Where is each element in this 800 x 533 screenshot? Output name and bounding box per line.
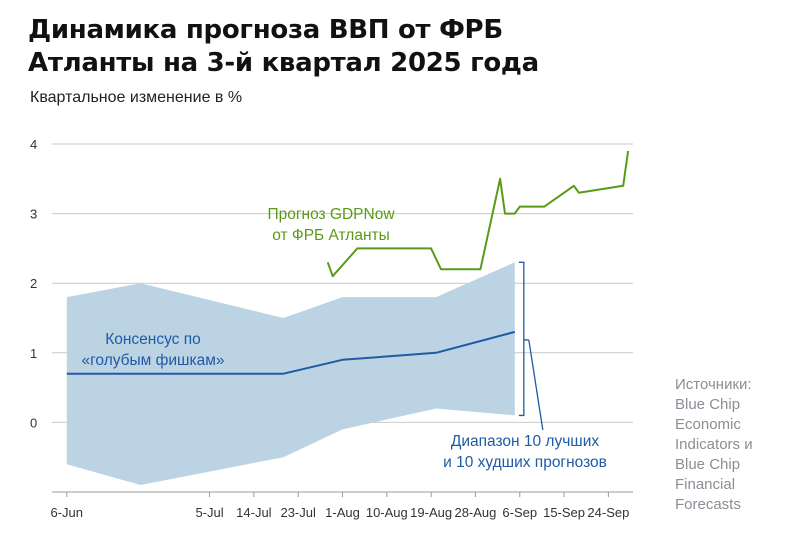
- consensus-line: [66, 330, 516, 375]
- chart-title: Динамика прогноза ВВП от ФРБ Атланты на …: [28, 14, 648, 80]
- gdpnow-label-line: Прогноз GDPNow: [267, 206, 395, 223]
- x-tick-label: 5-Jul: [195, 505, 223, 520]
- title-line-2: Атланты на 3-й квартал 2025 года: [28, 48, 539, 78]
- x-tick-label: 15-Sep: [543, 505, 585, 520]
- x-tick-label: 1-Aug: [325, 505, 360, 520]
- gdpnow-line: [326, 150, 630, 278]
- title-line-1: Динамика прогноза ВВП от ФРБ: [28, 15, 503, 45]
- x-tick-label: 28-Aug: [454, 505, 496, 520]
- x-tick-label: 23-Jul: [280, 505, 316, 520]
- range-label: Диапазон 10 лучших и 10 худших прогнозов: [443, 433, 607, 471]
- x-tick-label: 24-Sep: [587, 505, 629, 520]
- forecast-range-band: [66, 262, 515, 485]
- x-tick-label: 14-Jul: [236, 505, 272, 520]
- sources-line: Financial: [675, 476, 736, 493]
- sources-line: Forecasts: [675, 496, 741, 513]
- sources-line: Blue Chip: [675, 456, 741, 473]
- range-bracket: [518, 261, 529, 417]
- y-tick-label: 2: [30, 276, 37, 291]
- sources-note: Источники: Blue Chip Economic Indicators и B…: [675, 375, 795, 515]
- x-tick-label: 6-Sep: [502, 505, 537, 520]
- y-tick-label: 0: [30, 415, 37, 430]
- consensus-label-line: «голубым фишкам»: [81, 352, 224, 369]
- range-callout-line: [528, 339, 544, 431]
- gdpnow-label-line: от ФРБ Атланты: [272, 227, 390, 244]
- consensus-label-line: Консенсус по: [105, 331, 201, 348]
- y-tick-label: 4: [30, 137, 37, 152]
- sources-line: Blue Chip: [675, 396, 741, 413]
- x-tick-label: 6-Jun: [51, 505, 84, 520]
- gdpnow-label: Прогноз GDPNow от ФРБ Атланты: [267, 206, 395, 244]
- y-tick-label: 1: [30, 346, 37, 361]
- y-axis-label: Квартальное изменение в %: [30, 89, 243, 106]
- sources-line: Источники:: [675, 376, 752, 393]
- consensus-label: Консенсус по «голубым фишкам»: [81, 331, 224, 369]
- x-tick-label: 10-Aug: [366, 505, 408, 520]
- range-label-line: Диапазон 10 лучших: [451, 433, 600, 450]
- range-label-line: и 10 худших прогнозов: [443, 454, 607, 471]
- sources-line: Economic: [675, 416, 741, 433]
- sources-line: Indicators и: [675, 436, 753, 453]
- y-tick-label: 3: [30, 207, 37, 222]
- x-tick-label: 19-Aug: [410, 505, 452, 520]
